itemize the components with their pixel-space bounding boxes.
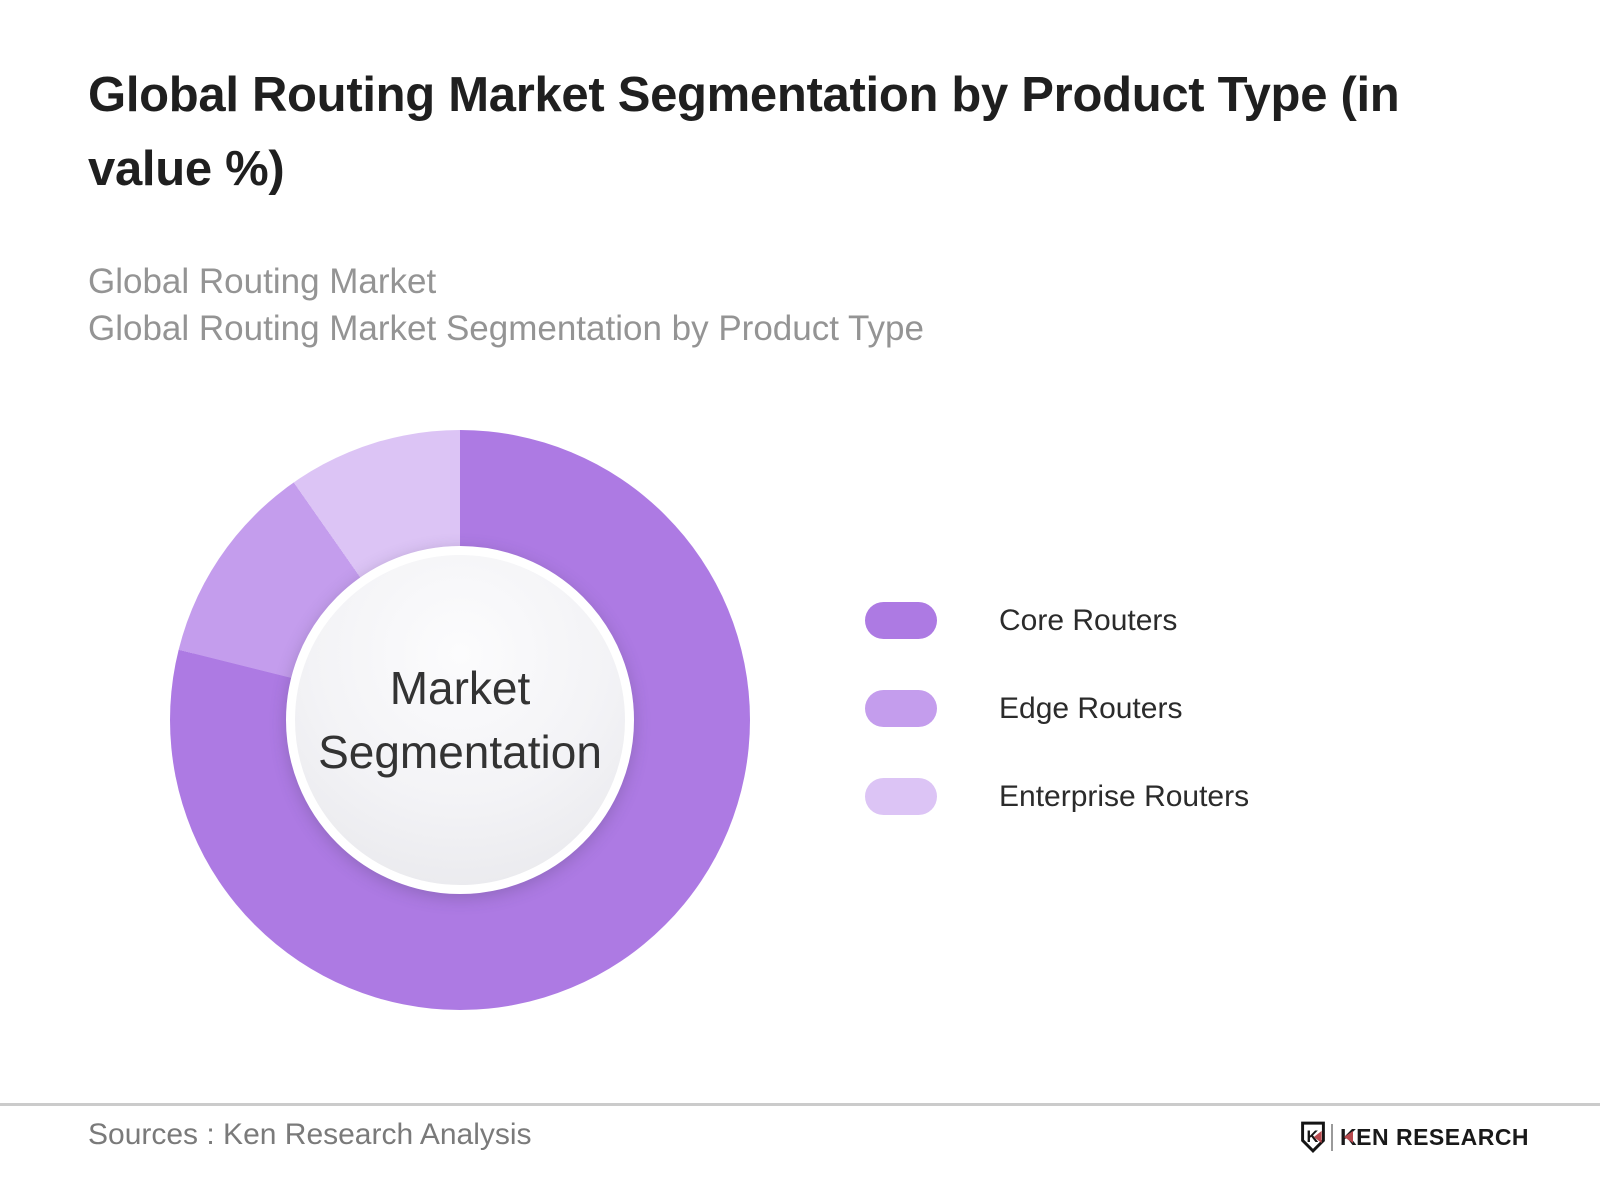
donut-center-label: Market Segmentation: [318, 656, 602, 784]
center-label-line-2: Segmentation: [318, 726, 602, 778]
legend-label-core-routers: Core Routers: [999, 603, 1178, 637]
center-label-line-1: Market: [389, 662, 531, 714]
page-title-line-1: Global Routing Market Segmentation by Pr…: [88, 68, 1400, 122]
legend-swatch-edge-routers: [865, 690, 937, 727]
legend-row-enterprise-routers: Enterprise Routers: [865, 778, 1249, 815]
shield-letter: K: [1307, 1128, 1319, 1146]
logo-divider: [1331, 1123, 1333, 1151]
subtitle-line-2: Global Routing Market Segmentation by Pr…: [88, 309, 924, 348]
legend-label-edge-routers: Edge Routers: [999, 691, 1183, 725]
donut-chart: Market Segmentation: [170, 430, 750, 1010]
legend-swatch-enterprise-routers: [865, 778, 937, 815]
logo-wordmark: K EN RESEARCH: [1340, 1124, 1529, 1151]
ken-research-logo: K K EN RESEARCH: [1300, 1120, 1529, 1154]
chart-legend: Core Routers Edge Routers Enterprise Rou…: [865, 602, 1249, 866]
donut-center-circle: Market Segmentation: [286, 546, 634, 894]
logo-red-triangle-icon: [1344, 1131, 1354, 1143]
shield-red-triangle: [1313, 1130, 1322, 1144]
logo-wordmark-rest: EN RESEARCH: [1356, 1123, 1530, 1150]
ken-research-shield-icon: K: [1301, 1121, 1325, 1153]
legend-label-enterprise-routers: Enterprise Routers: [999, 779, 1250, 813]
legend-row-core-routers: Core Routers: [865, 602, 1249, 639]
subtitle-line-1: Global Routing Market: [88, 262, 437, 301]
footer-divider: [0, 1103, 1600, 1106]
sources-text: Sources : Ken Research Analysis: [88, 1118, 532, 1151]
legend-row-edge-routers: Edge Routers: [865, 690, 1249, 727]
chart-subtitle: Global Routing Market Global Routing Mar…: [88, 258, 924, 352]
page-title: Global Routing Market Segmentation by Pr…: [88, 58, 1400, 206]
page-title-line-2: value %): [88, 142, 285, 196]
legend-swatch-core-routers: [865, 602, 937, 639]
